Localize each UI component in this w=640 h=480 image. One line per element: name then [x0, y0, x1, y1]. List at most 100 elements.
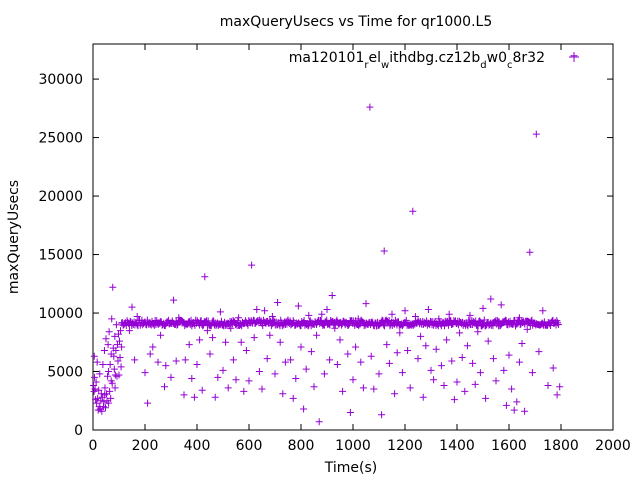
- data-point: [539, 307, 547, 315]
- data-point: [101, 384, 109, 392]
- data-point: [258, 385, 266, 393]
- data-point: [237, 338, 245, 346]
- data-point: [370, 385, 378, 393]
- data-point: [100, 398, 108, 406]
- data-point: [180, 391, 188, 399]
- data-point: [310, 383, 318, 391]
- legend-marker-icon: [569, 52, 579, 62]
- data-point: [92, 378, 100, 386]
- data-point: [209, 334, 217, 342]
- band-point: [554, 319, 562, 327]
- data-point: [391, 390, 399, 398]
- data-point: [106, 387, 114, 395]
- data-point: [255, 368, 263, 376]
- data-point: [284, 316, 292, 324]
- data-point: [518, 339, 526, 347]
- data-point: [96, 370, 104, 378]
- plot-frame: [92, 43, 614, 431]
- data-point: [495, 322, 503, 330]
- x-tick-label: 1600: [491, 438, 527, 454]
- x-axis-label: Time(s): [324, 460, 377, 476]
- data-point: [461, 387, 469, 395]
- data-point: [170, 296, 178, 304]
- x-tick-label: 0: [89, 438, 98, 454]
- data-point: [105, 399, 113, 407]
- data-point: [99, 360, 107, 368]
- data-point: [362, 300, 370, 308]
- data-point: [430, 376, 438, 384]
- data-point: [297, 343, 305, 351]
- data-point: [250, 334, 258, 342]
- data-point: [383, 341, 391, 349]
- data-point: [510, 406, 518, 414]
- data-point: [307, 348, 315, 356]
- data-point: [476, 369, 484, 377]
- data-point: [253, 306, 261, 314]
- data-point: [521, 407, 529, 415]
- data-point: [261, 307, 269, 315]
- data-point: [242, 346, 250, 354]
- data-point: [380, 247, 388, 255]
- data-point: [181, 356, 189, 364]
- data-point: [93, 358, 101, 366]
- data-point: [101, 404, 109, 412]
- data-point: [528, 369, 536, 377]
- band-point: [554, 320, 562, 328]
- data-point: [95, 386, 103, 394]
- legend: ma120101relwithdbg.cz12bdw0c8r32: [289, 50, 579, 71]
- data-point: [161, 383, 168, 391]
- data-point: [274, 299, 282, 307]
- data-point: [448, 357, 456, 365]
- data-point: [352, 343, 360, 351]
- data-point: [112, 346, 120, 354]
- data-point: [532, 130, 540, 138]
- data-point: [216, 308, 224, 316]
- y-tick-label: 5000: [47, 365, 83, 381]
- data-point: [271, 370, 279, 378]
- data-point: [268, 313, 276, 321]
- data-point: [102, 335, 110, 343]
- band-point: [444, 321, 452, 329]
- data-point: [357, 358, 365, 366]
- x-tick-label: 1000: [335, 438, 371, 454]
- data-point: [515, 358, 523, 366]
- data-point: [445, 310, 453, 318]
- data-point: [474, 328, 482, 336]
- data-point: [414, 355, 422, 363]
- data-point: [302, 365, 310, 373]
- data-point: [344, 350, 352, 358]
- data-point: [328, 291, 336, 299]
- data-point: [469, 359, 477, 367]
- data-point: [526, 248, 534, 256]
- band-point: [317, 316, 324, 324]
- data-point: [157, 331, 165, 339]
- data-point: [263, 355, 271, 363]
- data-point: [367, 352, 375, 360]
- data-point: [100, 346, 108, 354]
- chart-title: maxQueryUsecs vs Time for qr1000.L5: [220, 14, 493, 30]
- x-tick-label: 1200: [387, 438, 423, 454]
- data-point: [203, 327, 211, 335]
- data-point: [229, 356, 237, 364]
- y-tick-label: 10000: [38, 306, 83, 322]
- data-point: [378, 411, 386, 419]
- data-point: [90, 382, 98, 390]
- data-point: [281, 358, 289, 366]
- data-point: [114, 330, 122, 338]
- data-point: [162, 362, 170, 370]
- data-point: [497, 301, 505, 309]
- data-point: [117, 327, 125, 335]
- data-point: [175, 314, 183, 322]
- data-point: [523, 325, 531, 333]
- data-point: [313, 331, 321, 339]
- data-point: [105, 368, 113, 376]
- band-point: [173, 321, 181, 329]
- data-point: [471, 380, 479, 388]
- data-point: [515, 314, 523, 322]
- data-point: [406, 384, 414, 392]
- band-point: [174, 320, 182, 328]
- data-point: [248, 261, 256, 269]
- data-point: [336, 336, 344, 344]
- data-point: [544, 382, 552, 390]
- data-point: [404, 346, 412, 354]
